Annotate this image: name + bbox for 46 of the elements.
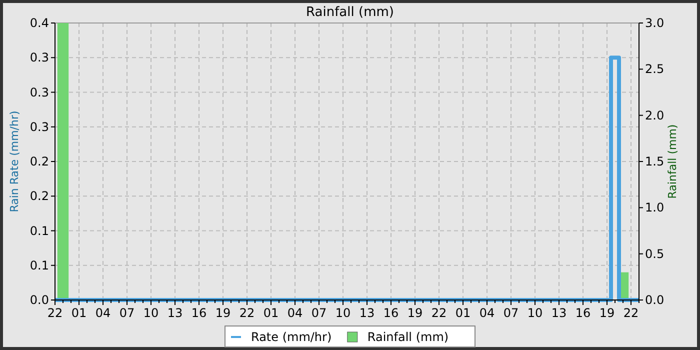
y2-tick-label: 1.5 [645, 154, 664, 168]
y2-tick-label: 0.0 [645, 293, 664, 307]
x-tick-label: 04 [95, 306, 111, 320]
x-tick-label: 22 [431, 306, 447, 320]
x-tick-label: 19 [215, 306, 231, 320]
x-tick-label: 13 [551, 306, 567, 320]
x-tick-label: 19 [599, 306, 615, 320]
x-tick-label: 13 [359, 306, 375, 320]
y2-tick-label: 2.5 [645, 62, 664, 76]
x-tick-label: 07 [311, 306, 327, 320]
x-tick-label: 04 [479, 306, 495, 320]
y-tick-label: 0.1 [30, 258, 49, 272]
y-tick-label: 0.3 [30, 85, 49, 100]
x-tick-label: 16 [575, 306, 591, 320]
x-tick-label: 10 [527, 306, 543, 320]
y-tick-label: 0.3 [30, 50, 49, 65]
x-tick-label: 16 [191, 306, 207, 320]
x-tick-label: 22 [623, 306, 639, 320]
x-tick-label: 04 [287, 306, 303, 320]
x-tick-label: 19 [407, 306, 423, 320]
x-tick-label: 10 [143, 306, 159, 320]
y-tick-label: 0.3 [30, 120, 49, 134]
y2-axis-title: Rainfall (mm) [666, 124, 679, 199]
x-tick-label: 07 [119, 306, 135, 320]
x-tick-label: 22 [47, 306, 63, 320]
x-tick-label: 07 [503, 306, 519, 320]
chart-title: Rainfall (mm) [306, 5, 394, 20]
x-tick-label: 01 [71, 306, 87, 320]
x-tick-label: 16 [383, 306, 399, 320]
x-tick-label: 13 [167, 306, 183, 320]
y2-tick-label: 1.0 [645, 200, 664, 215]
x-tick-label: 10 [335, 306, 351, 320]
y-tick-label: 0.4 [30, 16, 49, 30]
legend-label: Rate (mm/hr) [251, 330, 332, 344]
x-tick-label: 22 [239, 306, 255, 320]
y2-tick-label: 0.5 [645, 246, 664, 261]
y-axis-title: Rain Rate (mm/hr) [8, 110, 21, 212]
y-tick-label: 0.2 [30, 189, 49, 204]
x-tick-label: 01 [263, 306, 279, 320]
legend-label: Rainfall (mm) [367, 330, 449, 344]
x-tick-label: 01 [455, 306, 471, 320]
y2-tick-label: 2.0 [645, 108, 664, 122]
y-tick-label: 0.0 [30, 293, 49, 307]
y-tick-label: 0.1 [30, 224, 49, 238]
y-tick-label: 0.2 [30, 154, 49, 168]
y2-tick-label: 3.0 [645, 16, 664, 30]
